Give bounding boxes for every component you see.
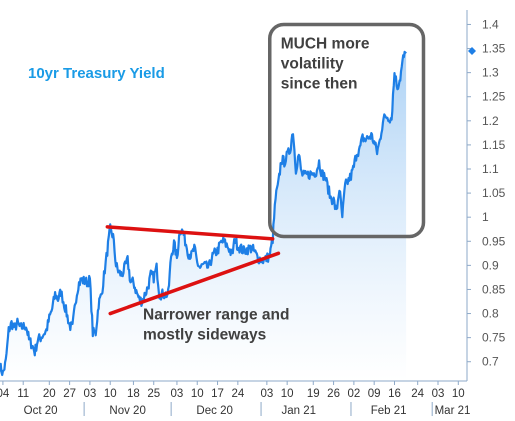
x-tick-label: 04	[0, 388, 10, 400]
x-tick-label: 19	[307, 388, 320, 400]
x-tick-label: 03	[432, 388, 445, 400]
x-tick-label: 03	[171, 388, 184, 400]
y-tick-label: 1	[482, 210, 489, 224]
trendline-lower	[108, 251, 281, 316]
y-tick-label: 0.9	[482, 258, 499, 272]
y-tick-label: 0.8	[482, 307, 499, 321]
annotation-line: MUCH more	[281, 35, 370, 52]
x-tick-label: 27	[63, 388, 76, 400]
x-month-label: Feb 21	[371, 405, 407, 416]
y-tick-label: 1.15	[482, 138, 506, 152]
x-tick-label: 10	[452, 388, 465, 400]
y-tick-label: 1.25	[482, 90, 506, 104]
highlight-box	[268, 22, 426, 239]
x-tick-label: 25	[147, 388, 160, 400]
x-tick-label: 16	[388, 388, 401, 400]
x-tick-label: 10	[104, 388, 117, 400]
x-tick-label: 09	[368, 388, 381, 400]
chart-title: 10yr Treasury Yield	[28, 65, 165, 82]
x-month-label: Dec 20	[196, 405, 232, 416]
x-tick-label: 24	[231, 388, 244, 400]
x-tick-label: 10	[191, 388, 204, 400]
x-tick-label: 11	[17, 388, 29, 400]
x-month-label: Oct 20	[24, 405, 58, 416]
y-tick-label: 0.95	[482, 234, 506, 248]
y-tick-label: 1.1	[482, 162, 499, 176]
x-tick-label: 18	[127, 388, 140, 400]
x-tick-label: 03	[84, 388, 97, 400]
x-tick-label: 26	[327, 388, 340, 400]
y-tick-label: 0.75	[482, 331, 506, 345]
x-tick-label: 10	[281, 388, 294, 400]
y-tick-label: 1.3	[482, 66, 499, 80]
annotation-line: volatility	[281, 55, 344, 72]
annotation-line: since then	[281, 75, 358, 92]
x-month-label: Jan 21	[281, 405, 316, 416]
trendline-upper	[105, 225, 275, 241]
y-tick-label: 0.7	[482, 355, 499, 369]
series-line	[0, 50, 407, 377]
x-tick-label: 20	[43, 388, 56, 400]
y-tick-label: 0.85	[482, 282, 506, 296]
y-tick-label: 1.05	[482, 186, 506, 200]
x-month-label: Nov 20	[109, 405, 145, 416]
x-tick-label: 17	[211, 388, 224, 400]
y-tick-label: 1.35	[482, 42, 506, 56]
x-tick-label: 03	[260, 388, 273, 400]
y-tick-label: 1.4	[482, 17, 499, 31]
annotation-line: Narrower range and	[143, 307, 289, 324]
annotation-sideways: Narrower range and mostly sideways	[143, 307, 289, 344]
y-tick-label: 1.2	[482, 114, 499, 128]
annotation-volatility: MUCH more volatility since then	[281, 35, 370, 92]
annotation-line: mostly sideways	[143, 327, 266, 344]
x-month-label: Mar 21	[435, 405, 471, 416]
last-value-marker	[468, 46, 476, 55]
x-tick-label: 24	[411, 388, 424, 400]
series-area	[0, 51, 407, 382]
x-tick-label: 02	[347, 388, 360, 400]
